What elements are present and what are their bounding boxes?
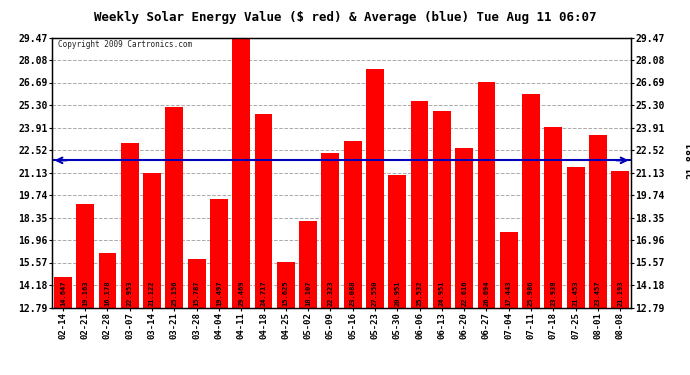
Bar bbox=[299, 221, 317, 308]
Bar bbox=[77, 204, 94, 308]
Text: 24.717: 24.717 bbox=[261, 280, 266, 306]
Bar bbox=[210, 199, 228, 308]
Bar bbox=[477, 82, 495, 308]
Text: 21.193: 21.193 bbox=[617, 280, 623, 306]
Text: 27.550: 27.550 bbox=[372, 280, 378, 306]
Text: Weekly Solar Energy Value ($ red) & Average (blue) Tue Aug 11 06:07: Weekly Solar Energy Value ($ red) & Aver… bbox=[94, 11, 596, 24]
Bar bbox=[121, 143, 139, 308]
Text: 23.457: 23.457 bbox=[595, 280, 601, 306]
Text: 19.497: 19.497 bbox=[216, 280, 222, 306]
Bar bbox=[500, 232, 518, 308]
Text: 23.938: 23.938 bbox=[551, 280, 556, 306]
Bar bbox=[611, 171, 629, 308]
Bar bbox=[233, 38, 250, 308]
Bar bbox=[388, 176, 406, 308]
Text: 15.787: 15.787 bbox=[194, 280, 199, 306]
Text: 25.986: 25.986 bbox=[528, 280, 534, 306]
Text: 24.951: 24.951 bbox=[439, 280, 445, 306]
Bar bbox=[589, 135, 607, 308]
Text: 29.469: 29.469 bbox=[238, 280, 244, 306]
Bar bbox=[143, 172, 161, 308]
Bar bbox=[344, 141, 362, 308]
Bar bbox=[455, 148, 473, 308]
Bar bbox=[188, 259, 206, 308]
Text: 14.647: 14.647 bbox=[60, 280, 66, 306]
Bar bbox=[99, 253, 117, 308]
Bar bbox=[366, 69, 384, 308]
Text: 26.694: 26.694 bbox=[484, 280, 489, 306]
Bar bbox=[322, 153, 339, 308]
Text: 17.443: 17.443 bbox=[506, 280, 512, 306]
Text: 18.107: 18.107 bbox=[305, 280, 311, 306]
Bar bbox=[277, 262, 295, 308]
Text: 25.156: 25.156 bbox=[171, 280, 177, 306]
Bar bbox=[566, 167, 584, 308]
Bar bbox=[522, 94, 540, 308]
Text: 22.323: 22.323 bbox=[327, 280, 333, 306]
Bar bbox=[54, 278, 72, 308]
Text: 16.178: 16.178 bbox=[104, 280, 110, 306]
Bar bbox=[544, 127, 562, 308]
Text: 21.881: 21.881 bbox=[687, 142, 690, 179]
Text: 21.453: 21.453 bbox=[573, 280, 579, 306]
Bar bbox=[166, 107, 184, 308]
Text: Copyright 2009 Cartronics.com: Copyright 2009 Cartronics.com bbox=[57, 40, 192, 49]
Text: 15.625: 15.625 bbox=[283, 280, 289, 306]
Bar bbox=[255, 114, 273, 308]
Text: 23.088: 23.088 bbox=[350, 280, 356, 306]
Text: 21.122: 21.122 bbox=[149, 280, 155, 306]
Text: 22.953: 22.953 bbox=[127, 280, 132, 306]
Text: 22.616: 22.616 bbox=[461, 280, 467, 306]
Bar bbox=[411, 101, 428, 308]
Bar bbox=[433, 111, 451, 308]
Text: 20.951: 20.951 bbox=[394, 280, 400, 306]
Text: 19.163: 19.163 bbox=[82, 280, 88, 306]
Text: 25.532: 25.532 bbox=[417, 280, 422, 306]
